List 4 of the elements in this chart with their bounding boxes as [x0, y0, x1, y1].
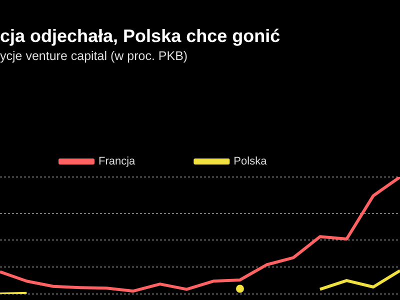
chart-title: cja odjechała, Polska chce gonić: [0, 26, 280, 47]
legend-label: Polska: [234, 156, 268, 168]
legend-label: Francja: [98, 156, 136, 168]
chart-subtitle: ycje venture capital (w proc. PKB): [0, 49, 188, 63]
